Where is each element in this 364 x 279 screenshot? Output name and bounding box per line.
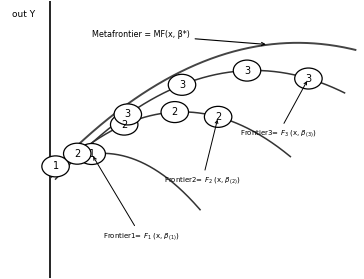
Text: 2: 2 (172, 107, 178, 117)
Text: 3: 3 (305, 74, 312, 83)
Circle shape (205, 106, 232, 127)
Circle shape (233, 60, 261, 81)
Text: 3: 3 (125, 109, 131, 119)
Circle shape (78, 143, 106, 165)
Circle shape (161, 102, 189, 122)
Text: out Y: out Y (12, 10, 35, 19)
Text: 3: 3 (244, 66, 250, 76)
Text: Metafrontier = MF(x, β*): Metafrontier = MF(x, β*) (92, 30, 265, 46)
Circle shape (295, 68, 322, 89)
Text: 3: 3 (179, 80, 185, 90)
Circle shape (168, 74, 196, 95)
Text: 2: 2 (121, 120, 127, 130)
Text: Frontier3= $F_3$ (x, $\beta_{(3)}$): Frontier3= $F_3$ (x, $\beta_{(3)}$) (240, 82, 317, 140)
Text: Frontier1= $F_1$ (x, $\beta_{(1)}$): Frontier1= $F_1$ (x, $\beta_{(1)}$) (94, 157, 179, 242)
Text: Frontier2= $F_2$ (x, $\beta_{(2)}$): Frontier2= $F_2$ (x, $\beta_{(2)}$) (164, 121, 241, 186)
Circle shape (111, 114, 138, 135)
Circle shape (64, 143, 91, 164)
Circle shape (114, 104, 142, 125)
Text: 2: 2 (74, 149, 80, 159)
Text: 1: 1 (52, 161, 59, 171)
Text: 2: 2 (215, 112, 221, 122)
Text: 1: 1 (88, 149, 95, 159)
Circle shape (42, 156, 69, 177)
